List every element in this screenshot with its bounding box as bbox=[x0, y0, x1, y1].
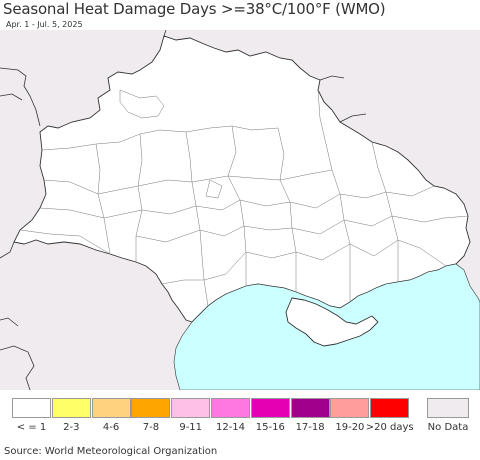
legend-swatch bbox=[171, 398, 211, 418]
crimea-overlay bbox=[285, 297, 379, 347]
legend-label: 15-16 bbox=[255, 422, 285, 433]
legend-label: < = 1 bbox=[16, 422, 47, 433]
legend-swatch bbox=[51, 398, 91, 418]
legend-label: 7-8 bbox=[142, 422, 160, 433]
legend-label: 4-6 bbox=[102, 422, 120, 433]
oblast-borders bbox=[19, 89, 469, 307]
legend-swatch bbox=[370, 398, 410, 418]
legend-label: 2-3 bbox=[63, 422, 80, 433]
map-title: Seasonal Heat Damage Days >=38°C/100°F (… bbox=[3, 0, 386, 18]
legend-swatch bbox=[330, 398, 370, 418]
legend-label: 9-11 bbox=[179, 422, 203, 433]
legend-label: >20 days bbox=[365, 422, 414, 433]
heat-damage-map bbox=[0, 30, 480, 390]
legend: < = 1 2-3 4-6 7-8 9-11 12-14 15-16 17-18 19-20 >2… bbox=[0, 396, 480, 436]
source-credit: Source: World Meteorological Organizatio… bbox=[4, 446, 218, 457]
legend-label-nodata: No Data bbox=[427, 422, 469, 433]
legend-swatch bbox=[211, 398, 250, 418]
legend-label: 12-14 bbox=[215, 422, 246, 433]
legend-swatch bbox=[12, 398, 51, 418]
legend-swatch bbox=[250, 398, 290, 418]
date-range: Apr. 1 - Jul. 5, 2025 bbox=[6, 20, 83, 29]
legend-swatch-nodata bbox=[427, 398, 469, 418]
legend-label: 17-18 bbox=[295, 422, 325, 433]
legend-swatch bbox=[290, 398, 330, 418]
neighbour-border-north bbox=[0, 30, 367, 390]
legend-swatch bbox=[131, 398, 171, 418]
legend-label: 19-20 bbox=[335, 422, 365, 433]
legend-swatch bbox=[91, 398, 131, 418]
